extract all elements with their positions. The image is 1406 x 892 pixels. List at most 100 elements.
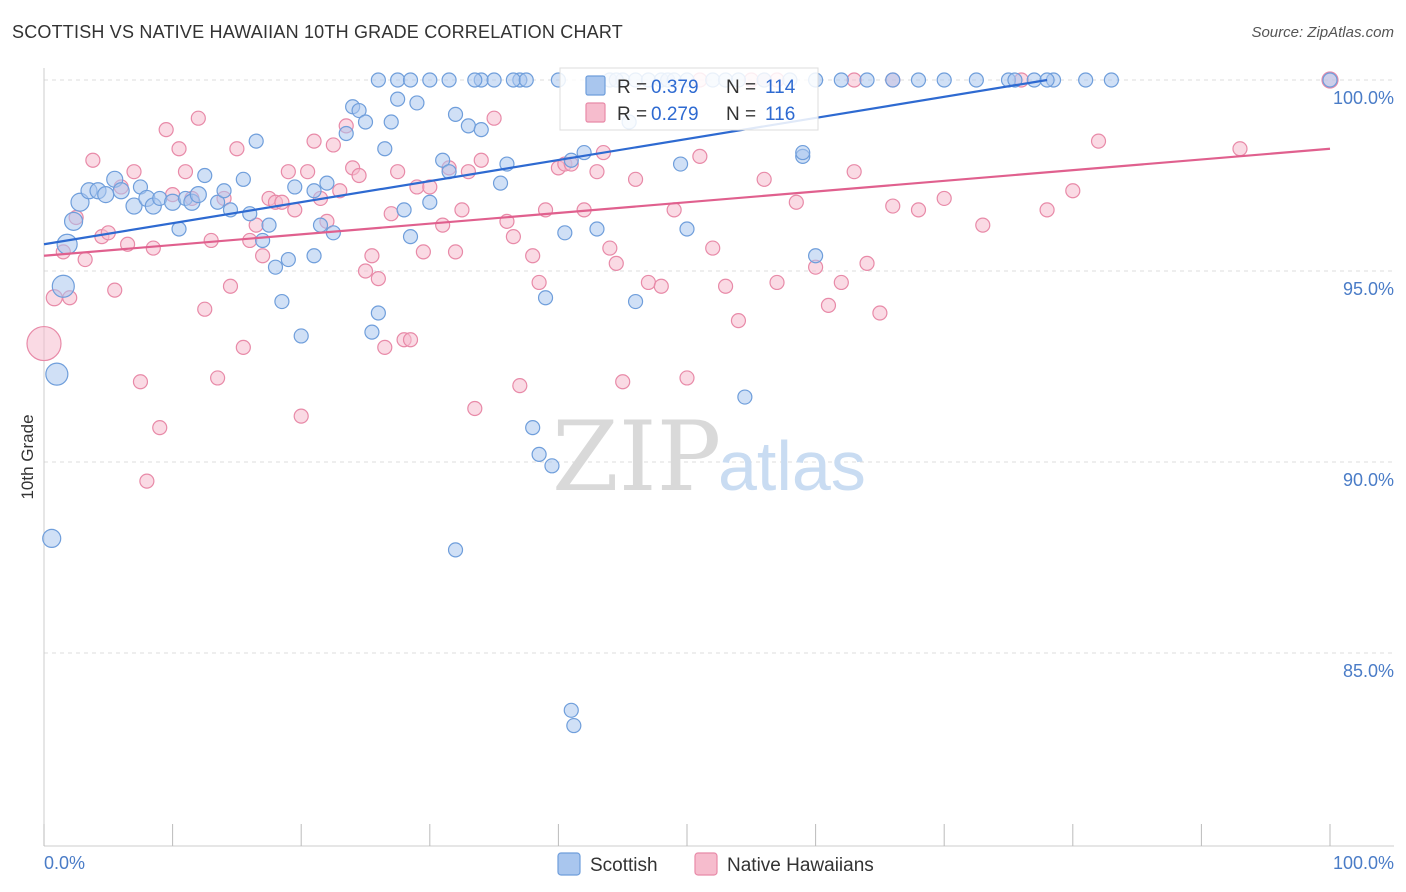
point-native-hawaiians-77: [589, 164, 605, 180]
point-scottish-118: [807, 248, 824, 264]
point-native-hawaiians-19: [171, 141, 187, 157]
point-scottish-115: [492, 175, 509, 191]
x-axis-ticks: [43, 824, 1331, 846]
point-scottish-28: [255, 232, 271, 249]
x-tick-label-min: 0.0%: [44, 853, 85, 873]
point-native-hawaiians-84: [653, 278, 669, 294]
point-native-hawaiians-86: [679, 370, 695, 386]
point-native-hawaiians-107: [1090, 133, 1107, 149]
point-scottish-100: [1078, 72, 1094, 88]
legend-swatch-native-hawaiians: [585, 102, 606, 123]
point-scottish-109: [679, 221, 695, 237]
point-native-hawaiians-17: [158, 122, 174, 138]
legend-bottom-label-scottish: Scottish: [590, 855, 658, 876]
point-native-hawaiians-87: [692, 148, 708, 164]
point-scottish-106: [737, 389, 753, 405]
legend-bottom-label-native-hawaiians: Native Hawaiians: [727, 855, 874, 876]
point-native-hawaiians-97: [846, 164, 862, 180]
y-tick-label-0: 85.0%: [1343, 661, 1394, 681]
point-scottish-36: [312, 217, 329, 233]
point-native-hawaiians-96: [833, 274, 849, 291]
point-scottish-68: [563, 152, 579, 168]
point-native-hawaiians-57: [415, 244, 431, 260]
point-native-hawaiians-99: [872, 305, 888, 321]
legend-n-value-native-hawaiians: 116: [765, 104, 795, 125]
point-native-hawaiians-25: [210, 370, 226, 386]
point-native-hawaiians-58: [422, 179, 438, 195]
point-scottish-108: [672, 156, 689, 172]
point-scottish-5: [42, 528, 62, 549]
point-scottish-49: [402, 229, 419, 245]
trend-line-native-hawaiians: [43, 147, 1331, 257]
y-tick-label-1: 90.0%: [1343, 470, 1394, 490]
point-native-hawaiians-38: [293, 408, 309, 424]
legend-n-label-native-hawaiians: N =: [726, 104, 756, 125]
point-native-hawaiians-103: [975, 217, 991, 233]
point-scottish-76: [422, 72, 438, 88]
legend-r-value-scottish: 0.379: [651, 77, 699, 98]
point-scottish-22: [210, 194, 226, 210]
point-scottish-8: [97, 186, 115, 204]
point-scottish-52: [390, 72, 406, 88]
point-native-hawaiians-14: [139, 473, 155, 489]
point-native-hawaiians-43: [325, 137, 341, 153]
point-scottish-31: [274, 293, 290, 310]
point-scottish-53: [402, 72, 419, 88]
point-native-hawaiians-6: [85, 152, 101, 168]
point-scottish-2: [56, 233, 78, 255]
legend-r-label-scottish: R =: [617, 77, 647, 98]
point-native-hawaiians-0: [26, 325, 62, 362]
point-native-hawaiians-30: [242, 232, 258, 249]
point-scottish-91: [833, 72, 849, 88]
point-native-hawaiians-85: [666, 202, 682, 218]
point-scottish-50: [409, 95, 425, 111]
point-scottish-11: [125, 197, 143, 215]
point-scottish-35: [306, 183, 322, 199]
point-native-hawaiians-91: [756, 171, 772, 187]
point-native-hawaiians-27: [222, 278, 239, 294]
legend-bottom-swatch-scottish: [557, 852, 581, 876]
point-scottish-45: [377, 141, 393, 157]
point-scottish-111: [544, 458, 560, 474]
trend-line-scottish: [43, 78, 1048, 246]
point-scottish-110: [557, 225, 573, 241]
point-scottish-44: [370, 305, 386, 321]
point-native-hawaiians-51: [377, 339, 393, 355]
point-scottish-23: [216, 183, 232, 199]
point-scottish-33: [287, 179, 303, 195]
point-scottish-65: [531, 446, 547, 462]
point-scottish-116: [1322, 72, 1338, 88]
point-scottish-95: [936, 72, 952, 88]
point-scottish-61: [467, 72, 483, 88]
point-scottish-19: [189, 186, 207, 204]
point-native-hawaiians-69: [512, 378, 528, 394]
y-tick-label-3: 100.0%: [1333, 88, 1394, 108]
point-native-hawaiians-101: [910, 202, 927, 218]
watermark-zip: ZIP: [552, 401, 721, 513]
y-tick-label-2: 95.0%: [1343, 279, 1394, 299]
point-native-hawaiians-71: [531, 274, 547, 291]
point-native-hawaiians-55: [402, 332, 419, 348]
point-native-hawaiians-16: [152, 420, 168, 436]
point-scottish-29: [261, 217, 277, 233]
point-scottish-25: [235, 171, 251, 187]
point-scottish-1: [45, 362, 69, 386]
point-scottish-60: [486, 72, 502, 88]
point-native-hawaiians-79: [602, 240, 618, 256]
legend-bottom-swatch-native-hawaiians: [694, 852, 718, 876]
point-native-hawaiians-102: [936, 190, 952, 207]
point-native-hawaiians-47: [351, 167, 367, 184]
point-scottish-114: [473, 122, 489, 138]
point-native-hawaiians-80: [608, 255, 624, 271]
source-label: Source: ZipAtlas.com: [1251, 24, 1394, 41]
point-native-hawaiians-39: [300, 164, 316, 180]
point-native-hawaiians-83: [640, 274, 657, 291]
point-scottish-34: [293, 328, 309, 344]
point-native-hawaiians-61: [447, 244, 464, 260]
point-native-hawaiians-50: [370, 271, 386, 287]
point-scottish-47: [390, 91, 406, 107]
point-scottish-78: [505, 72, 521, 88]
point-native-hawaiians-92: [769, 274, 785, 291]
point-scottish-98: [1026, 72, 1042, 88]
